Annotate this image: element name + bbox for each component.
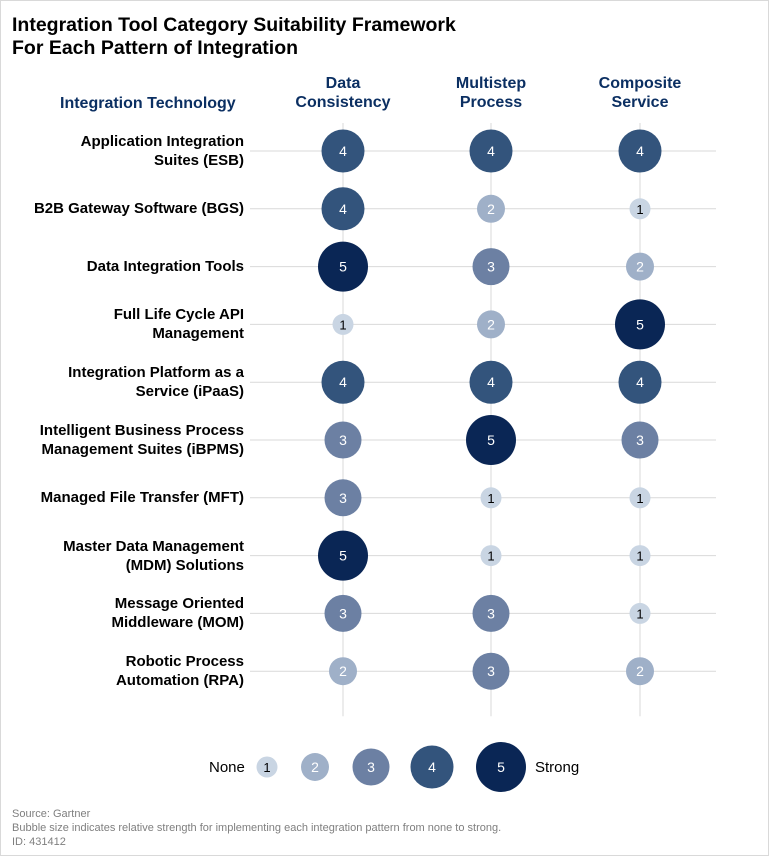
legend-bubble	[301, 753, 329, 781]
bubble	[469, 129, 513, 173]
bubble	[324, 421, 362, 459]
legend-bubble-value: 1	[263, 760, 270, 775]
legend-high-label: Strong	[535, 759, 580, 776]
bubble-value: 5	[636, 316, 644, 332]
bubble	[324, 594, 362, 632]
footer-id: ID: 431412	[12, 836, 66, 848]
bubble	[626, 252, 654, 281]
bubble	[321, 129, 365, 173]
column-header-composite-service: Composite Service	[598, 75, 682, 111]
bubble-value: 3	[487, 605, 495, 621]
bubble	[618, 360, 662, 404]
bubble	[480, 487, 502, 509]
row-label: Full Life Cycle API Management	[113, 306, 244, 343]
bubble	[318, 530, 368, 581]
bubble-value: 3	[487, 663, 495, 679]
bubble-value: 2	[487, 201, 495, 217]
bubble	[615, 299, 665, 350]
bubble-value: 3	[636, 432, 644, 448]
bubble-value: 1	[636, 491, 643, 506]
bubble-value: 1	[636, 549, 643, 564]
legend-bubble-value: 3	[367, 759, 375, 775]
bubble	[472, 248, 510, 286]
bubble-value: 3	[339, 432, 347, 448]
column-header-multistep-process: Multistep Process	[455, 75, 527, 111]
legend-bubble	[352, 748, 390, 786]
bubble-value: 2	[636, 663, 644, 679]
chart-title: Integration Tool Category Suitability Fr…	[12, 14, 456, 59]
row-label: Integration Platform as a Service (iPaaS…	[68, 364, 244, 401]
bubble	[629, 602, 651, 624]
bubble	[324, 479, 362, 517]
legend-bubble	[476, 742, 526, 792]
bubble	[618, 129, 662, 173]
bubble	[332, 313, 354, 335]
bubble	[472, 652, 510, 690]
bubble	[469, 360, 513, 404]
bubble	[626, 657, 654, 686]
bubble	[321, 187, 365, 231]
bubble	[480, 545, 502, 567]
row-label: Managed File Transfer (MFT)	[40, 489, 244, 507]
bubble-value: 4	[636, 143, 644, 159]
row-label: Intelligent Business Process Management …	[39, 422, 244, 458]
bubble-value: 5	[487, 432, 495, 448]
bubble-value: 3	[339, 605, 347, 621]
bubble-value: 3	[339, 490, 347, 506]
bubble	[621, 421, 659, 459]
bubble	[629, 545, 651, 567]
legend-low-label: None	[209, 759, 245, 776]
legend-bubble-value: 5	[497, 759, 505, 775]
bubble	[477, 310, 505, 339]
bubble-value: 2	[636, 259, 644, 275]
bubble	[466, 415, 516, 465]
legend-bubble	[410, 745, 454, 789]
legend-bubble-value: 4	[428, 759, 436, 775]
bubble	[318, 241, 368, 292]
column-header-data-consistency: Data Consistency	[295, 75, 391, 111]
footer-source: Source: Gartner	[12, 808, 91, 820]
bubble-value: 5	[339, 548, 347, 564]
bubble-value: 1	[636, 202, 643, 217]
row-label: Robotic Process Automation (RPA)	[115, 653, 244, 690]
bubble-value: 1	[636, 606, 643, 621]
bubble-value: 4	[339, 143, 347, 159]
row-label: Application Integration Suites (ESB)	[80, 133, 244, 169]
bubble	[477, 194, 505, 223]
bubble-value: 4	[339, 374, 347, 390]
bubble-value: 4	[487, 374, 495, 390]
bubble	[321, 360, 365, 404]
bubble	[629, 487, 651, 509]
row-label: Message Oriented Middleware (MOM)	[111, 595, 244, 632]
bubble-value: 2	[339, 663, 347, 679]
row-label: Master Data Management (MDM) Solutions	[63, 537, 244, 574]
bubble	[629, 198, 651, 220]
bubble-value: 1	[487, 549, 494, 564]
bubble-value: 4	[487, 143, 495, 159]
bubble	[472, 594, 510, 632]
legend-bubble-value: 2	[311, 759, 319, 775]
footer-note: Bubble size indicates relative strength …	[12, 822, 502, 834]
bubble-value: 4	[636, 374, 644, 390]
row-label: Data Integration Tools	[86, 258, 244, 276]
bubble-value: 3	[487, 259, 495, 275]
bubble-value: 1	[339, 317, 346, 332]
bubble-value: 5	[339, 259, 347, 275]
bubble-value: 1	[487, 491, 494, 506]
row-label: B2B Gateway Software (BGS)	[33, 200, 244, 218]
row-header: Integration Technology	[60, 95, 236, 112]
legend-bubble	[256, 756, 278, 778]
bubble-value: 4	[339, 201, 347, 217]
bubble	[329, 657, 357, 686]
bubble-value: 2	[487, 316, 495, 332]
